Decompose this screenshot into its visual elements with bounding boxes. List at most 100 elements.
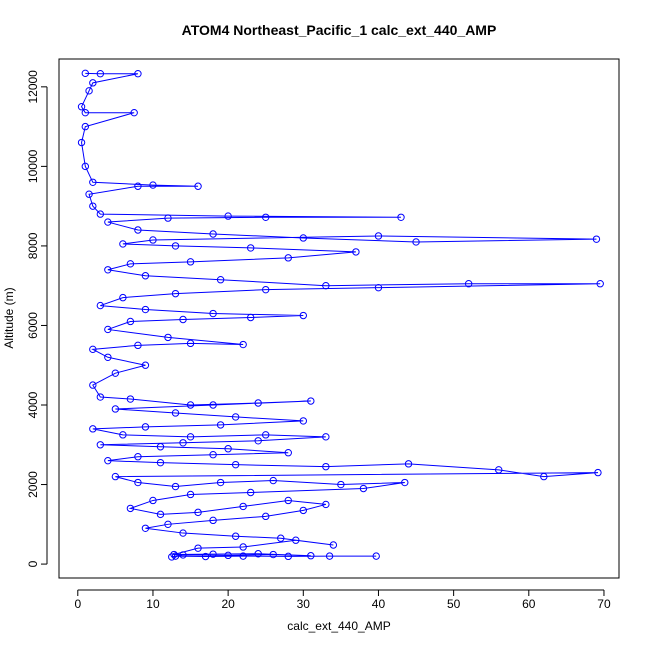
data-point bbox=[194, 508, 202, 517]
data-point bbox=[216, 276, 225, 284]
data-point bbox=[262, 431, 270, 439]
data-point bbox=[96, 210, 105, 218]
data-point bbox=[96, 70, 105, 78]
data-point bbox=[209, 230, 217, 238]
data-point bbox=[359, 484, 368, 493]
data-point bbox=[374, 232, 383, 240]
data-point bbox=[284, 496, 292, 505]
data-point bbox=[299, 311, 307, 320]
data-point bbox=[186, 339, 195, 348]
data-point bbox=[412, 238, 420, 246]
data-point bbox=[111, 405, 120, 413]
data-point bbox=[141, 272, 150, 280]
data-point bbox=[111, 369, 120, 377]
data-point bbox=[89, 202, 97, 210]
data-point bbox=[216, 478, 225, 487]
data-point bbox=[186, 433, 195, 441]
data-point bbox=[186, 258, 195, 266]
data-point bbox=[126, 504, 135, 513]
data-point bbox=[201, 552, 210, 561]
data-point bbox=[186, 401, 195, 409]
data-point bbox=[246, 244, 255, 252]
data-point bbox=[254, 399, 262, 407]
data-point bbox=[284, 449, 292, 457]
data-point bbox=[239, 543, 247, 551]
data-point bbox=[171, 242, 180, 250]
data-point bbox=[171, 289, 180, 298]
data-point bbox=[119, 431, 127, 439]
data-point bbox=[179, 529, 187, 537]
data-point bbox=[134, 453, 142, 461]
data-point bbox=[130, 108, 138, 117]
data-point bbox=[134, 341, 142, 350]
data-point bbox=[325, 552, 334, 560]
data-point bbox=[134, 182, 142, 190]
data-point bbox=[284, 254, 292, 262]
data-point bbox=[540, 472, 548, 481]
data-point bbox=[209, 516, 217, 525]
data-point bbox=[89, 381, 97, 389]
data-point bbox=[81, 108, 90, 117]
data-point bbox=[126, 317, 135, 326]
data-point bbox=[170, 550, 178, 559]
x-tick-label: 70 bbox=[597, 597, 611, 611]
data-point bbox=[594, 468, 602, 477]
data-point bbox=[596, 280, 604, 288]
series-layer bbox=[77, 69, 604, 561]
data-point bbox=[239, 340, 247, 349]
data-point bbox=[134, 478, 142, 487]
data-point bbox=[209, 401, 217, 409]
data-point bbox=[85, 190, 93, 198]
data-point bbox=[284, 552, 292, 561]
data-point bbox=[89, 178, 97, 186]
y-tick-label: 12000 bbox=[26, 70, 40, 104]
data-point bbox=[329, 541, 338, 549]
data-point bbox=[126, 395, 135, 403]
data-point bbox=[322, 281, 330, 290]
data-point bbox=[194, 182, 202, 190]
data-point bbox=[262, 512, 270, 521]
data-point bbox=[81, 69, 90, 78]
data-point bbox=[89, 425, 97, 433]
y-tick-label: 4000 bbox=[26, 391, 40, 418]
data-point bbox=[307, 397, 315, 405]
data-point bbox=[224, 445, 232, 453]
data-point bbox=[239, 552, 247, 560]
data-point bbox=[179, 551, 187, 559]
data-point bbox=[307, 552, 315, 560]
data-point bbox=[141, 423, 150, 431]
data-point bbox=[96, 301, 105, 310]
data-point bbox=[246, 488, 255, 497]
data-point bbox=[401, 478, 409, 487]
plot-frame bbox=[58, 58, 620, 579]
data-point bbox=[186, 490, 195, 499]
data-point bbox=[179, 315, 187, 324]
y-tick-label: 10000 bbox=[26, 149, 40, 183]
data-point bbox=[404, 460, 413, 468]
x-tick-label: 10 bbox=[146, 597, 160, 611]
data-point bbox=[254, 550, 262, 558]
data-point bbox=[141, 305, 150, 314]
data-point bbox=[246, 313, 255, 322]
data-point bbox=[134, 226, 142, 234]
data-point bbox=[171, 482, 180, 491]
y-tick-label: 6000 bbox=[26, 312, 40, 339]
data-point bbox=[269, 550, 277, 559]
data-point bbox=[292, 536, 300, 544]
data-point bbox=[322, 462, 330, 471]
y-tick-label: 8000 bbox=[26, 232, 40, 259]
x-tick-label: 40 bbox=[372, 597, 386, 611]
data-point bbox=[592, 235, 601, 243]
data-point bbox=[239, 502, 247, 511]
data-point bbox=[262, 285, 270, 294]
data-point bbox=[397, 213, 405, 221]
x-tick-label: 20 bbox=[221, 597, 235, 611]
data-point bbox=[352, 248, 360, 256]
data-point bbox=[322, 500, 330, 509]
data-point bbox=[254, 437, 262, 445]
x-axis-label: calc_ext_440_AMP bbox=[287, 619, 390, 633]
data-point bbox=[81, 122, 90, 131]
data-point bbox=[164, 214, 172, 222]
data-point bbox=[299, 417, 307, 425]
